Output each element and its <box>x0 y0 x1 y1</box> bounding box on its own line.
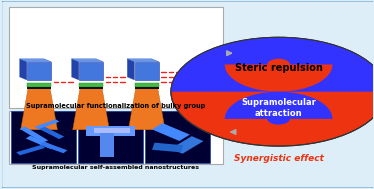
Wedge shape <box>225 92 332 119</box>
Polygon shape <box>94 128 130 132</box>
Polygon shape <box>127 59 159 62</box>
Bar <box>11 111 76 163</box>
Polygon shape <box>86 126 135 136</box>
Bar <box>27 87 51 88</box>
Polygon shape <box>171 136 203 154</box>
Polygon shape <box>21 88 58 130</box>
Polygon shape <box>36 125 64 139</box>
FancyBboxPatch shape <box>9 7 223 108</box>
Polygon shape <box>39 142 67 153</box>
Polygon shape <box>127 59 135 80</box>
Bar <box>79 62 103 80</box>
Polygon shape <box>71 59 79 80</box>
Bar <box>135 62 159 80</box>
Bar <box>145 111 210 163</box>
Polygon shape <box>128 88 165 130</box>
Polygon shape <box>26 136 55 149</box>
FancyBboxPatch shape <box>9 111 223 164</box>
Bar <box>78 111 143 163</box>
Polygon shape <box>73 88 110 130</box>
Polygon shape <box>152 123 190 141</box>
Polygon shape <box>19 59 51 62</box>
Text: Synergistic effect: Synergistic effect <box>234 154 324 163</box>
Circle shape <box>267 113 290 125</box>
Bar <box>79 87 103 88</box>
Wedge shape <box>171 37 374 92</box>
Polygon shape <box>20 126 48 143</box>
Bar <box>135 83 159 87</box>
Text: Supramolecular self-assembled nanostructures: Supramolecular self-assembled nanostruct… <box>32 165 199 170</box>
Polygon shape <box>71 59 103 62</box>
Polygon shape <box>34 119 59 129</box>
Text: Supramolecular
attraction: Supramolecular attraction <box>241 98 316 118</box>
Wedge shape <box>225 64 332 92</box>
Polygon shape <box>100 133 114 156</box>
Bar <box>27 83 51 87</box>
Bar <box>27 62 51 80</box>
Text: Steric repulsion: Steric repulsion <box>234 63 322 73</box>
Bar <box>135 87 159 88</box>
Bar <box>79 83 103 87</box>
Circle shape <box>171 37 374 146</box>
Text: Supramolecular functionalization of bulky group: Supramolecular functionalization of bulk… <box>25 103 205 109</box>
Polygon shape <box>152 143 183 152</box>
Circle shape <box>267 59 290 70</box>
Polygon shape <box>16 145 45 155</box>
Polygon shape <box>19 59 27 80</box>
